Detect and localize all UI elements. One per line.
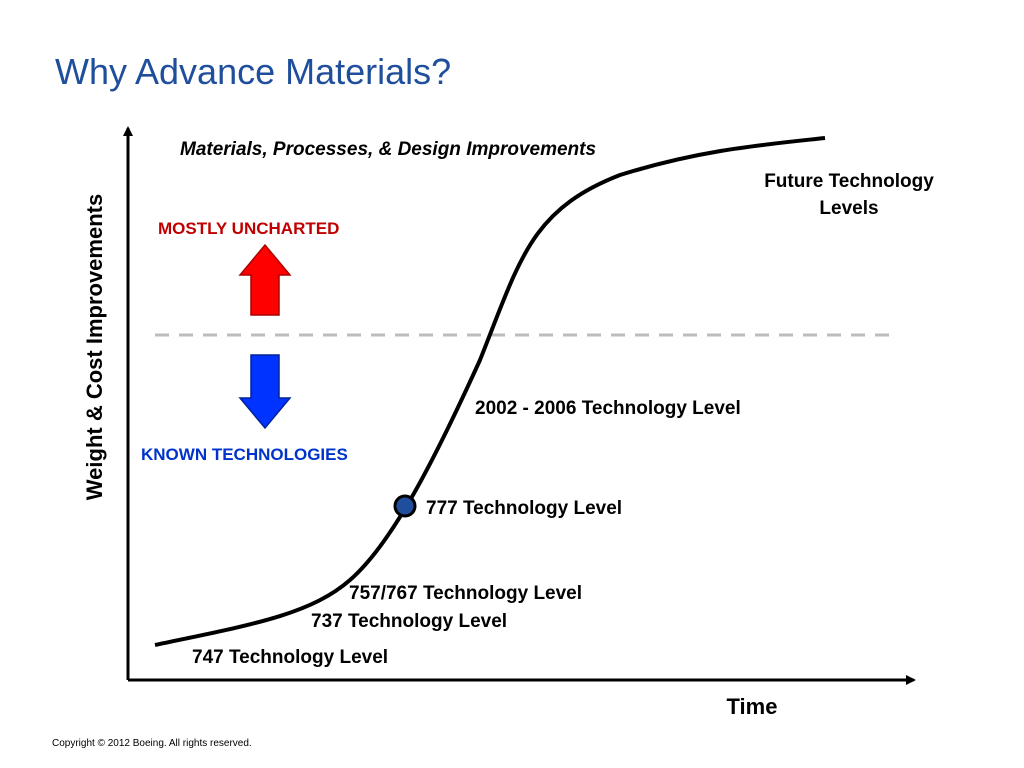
copyright: Copyright © 2012 Boeing. All rights rese… [52, 738, 252, 749]
uncharted-label: MOSTLY UNCHARTED [158, 219, 339, 238]
down-arrow [238, 354, 292, 430]
level-label: 737 Technology Level [311, 611, 507, 632]
level-label: 777 Technology Level [426, 498, 622, 519]
s-curve [154, 136, 826, 647]
level-label: 2002 - 2006 Technology Level [475, 398, 741, 419]
future-label-2: Levels [819, 198, 878, 219]
marker-777 [393, 494, 417, 518]
slide-title: Why Advance Materials? [55, 51, 451, 92]
known-label: KNOWN TECHNOLOGIES [141, 445, 348, 464]
future-label-1: Future Technology [764, 171, 934, 192]
x-axis-label: Time [727, 694, 778, 719]
subtitle: Materials, Processes, & Design Improveme… [180, 139, 596, 160]
level-label: 747 Technology Level [192, 647, 388, 668]
up-arrow [238, 243, 292, 316]
level-label: 757/767 Technology Level [349, 583, 582, 604]
y-axis-label: Weight & Cost Improvements [82, 194, 107, 500]
